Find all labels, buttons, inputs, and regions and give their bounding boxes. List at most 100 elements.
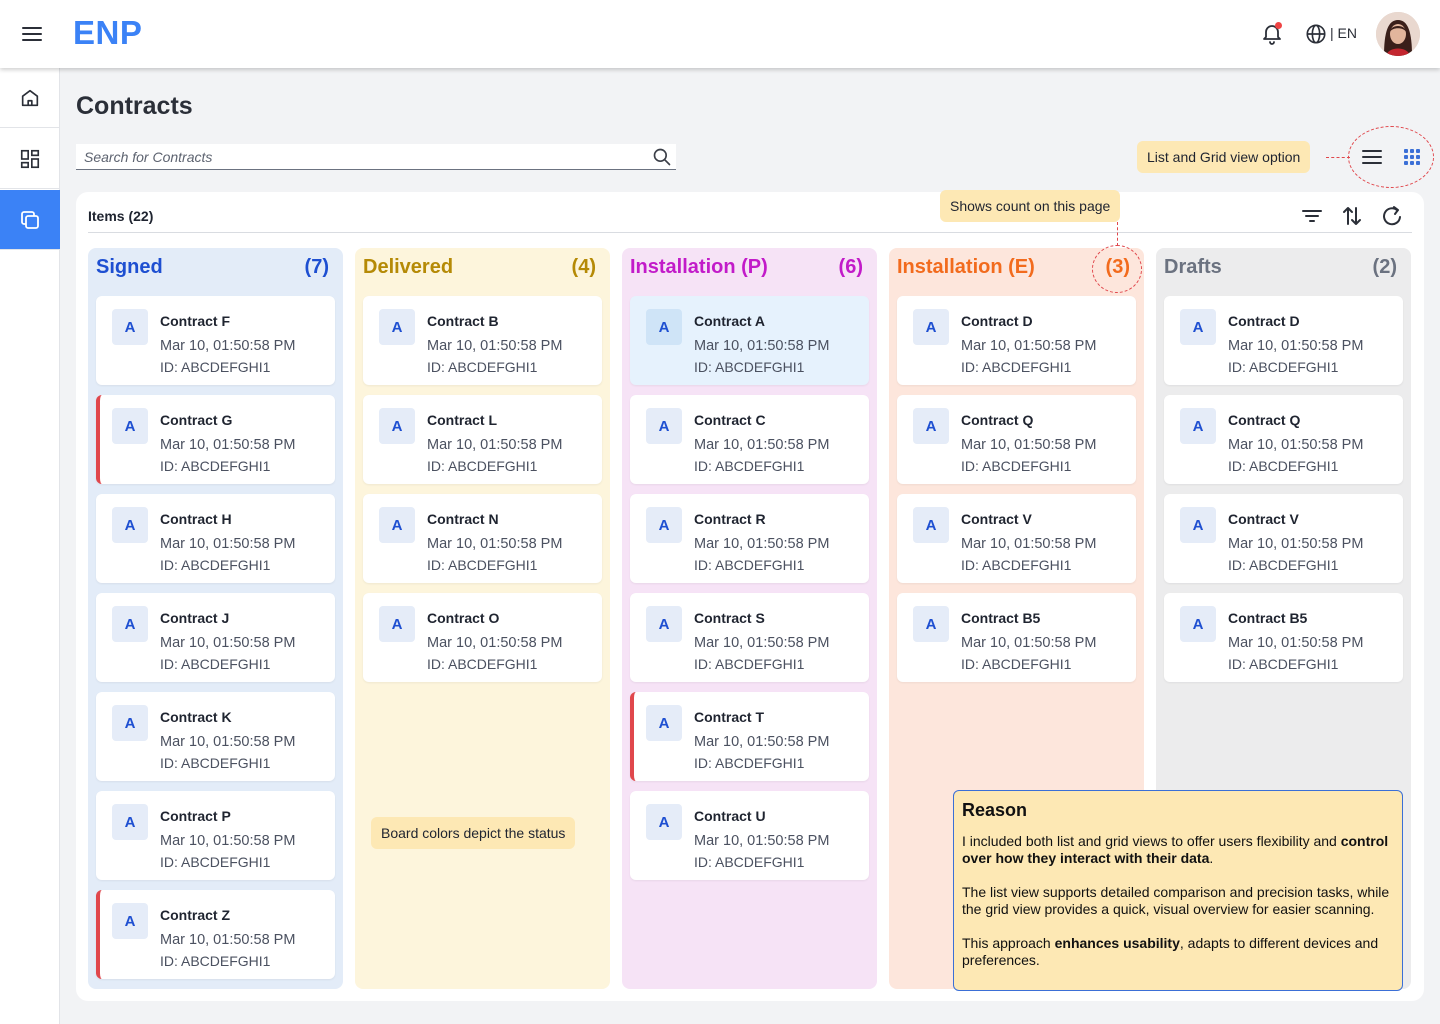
contract-date: Mar 10, 01:50:58 PM: [1228, 338, 1364, 354]
contract-name: Contract G: [160, 412, 233, 428]
board-column-delivered: Delivered (4) A Contract B Mar 10, 01:50:58 …: [355, 248, 610, 989]
contract-name: Contract V: [1228, 511, 1299, 527]
column-title: Delivered: [363, 256, 454, 278]
contract-avatar-badge: A: [913, 606, 949, 642]
board-column-installation-p: Installation (P) (6) A Contract A Mar 10, 01…: [622, 248, 877, 989]
contract-card[interactable]: A Contract B5 Mar 10, 01:50:58 PM ID: ABCDE…: [897, 593, 1136, 682]
contract-card[interactable]: A Contract D Mar 10, 01:50:58 PM ID: ABCDEF…: [897, 296, 1136, 385]
contract-card[interactable]: A Contract U Mar 10, 01:50:58 PM ID: ABCDEF…: [630, 791, 869, 880]
contract-date: Mar 10, 01:50:58 PM: [427, 437, 563, 453]
contract-card[interactable]: A Contract Q Mar 10, 01:50:58 PM ID: ABCDEF…: [1164, 395, 1403, 484]
contract-card[interactable]: A Contract T Mar 10, 01:50:58 PM ID: ABCDEF…: [630, 692, 869, 781]
contract-name: Contract K: [160, 709, 232, 725]
column-count: (6): [838, 256, 863, 278]
contract-card[interactable]: A Contract V Mar 10, 01:50:58 PM ID: ABCDEF…: [1164, 494, 1403, 583]
bell-icon[interactable]: [1260, 22, 1284, 46]
contract-card[interactable]: A Contract B Mar 10, 01:50:58 PM ID: ABCDEF…: [363, 296, 602, 385]
contract-id: ID: ABCDEFGHI1: [427, 557, 538, 573]
sidebar-item-contracts[interactable]: [0, 190, 60, 250]
sort-button[interactable]: [1340, 204, 1364, 228]
contract-card[interactable]: A Contract J Mar 10, 01:50:58 PM ID: ABCDEF…: [96, 593, 335, 682]
contract-id: ID: ABCDEFGHI1: [694, 854, 805, 870]
contract-avatar-badge: A: [646, 804, 682, 840]
contract-name: Contract P: [160, 808, 231, 824]
contract-date: Mar 10, 01:50:58 PM: [961, 437, 1097, 453]
globe-icon[interactable]: [1305, 23, 1327, 45]
search-input[interactable]: [84, 148, 644, 166]
language-selector[interactable]: | EN: [1330, 25, 1357, 41]
contract-date: Mar 10, 01:50:58 PM: [961, 536, 1097, 552]
sidebar-item-dashboard[interactable]: [0, 129, 60, 189]
contract-avatar-badge: A: [913, 408, 949, 444]
contract-name: Contract U: [694, 808, 766, 824]
app-logo[interactable]: ENP: [73, 14, 143, 51]
contract-card[interactable]: A Contract G Mar 10, 01:50:58 PM ID: ABCDEF…: [96, 395, 335, 484]
column-title: Signed: [96, 256, 163, 278]
contract-card[interactable]: A Contract S Mar 10, 01:50:58 PM ID: ABCDEF…: [630, 593, 869, 682]
contract-card[interactable]: A Contract Q Mar 10, 01:50:58 PM ID: ABCDEF…: [897, 395, 1136, 484]
reason-title: Reason: [962, 800, 1028, 820]
contract-id: ID: ABCDEFGHI1: [160, 557, 271, 573]
list-icon: [1362, 150, 1382, 164]
contract-avatar-badge: A: [379, 309, 415, 345]
contract-card[interactable]: A Contract B5 Mar 10, 01:50:58 PM ID: ABCDE…: [1164, 593, 1403, 682]
contract-date: Mar 10, 01:50:58 PM: [694, 338, 830, 354]
contract-name: Contract L: [427, 412, 497, 428]
contract-avatar-badge: A: [913, 309, 949, 345]
contract-card[interactable]: A Contract K Mar 10, 01:50:58 PM ID: ABCDEF…: [96, 692, 335, 781]
search-icon[interactable]: [652, 147, 672, 167]
notification-dot: [1275, 22, 1282, 29]
contract-date: Mar 10, 01:50:58 PM: [160, 932, 296, 948]
refresh-icon: [1383, 206, 1401, 226]
contract-avatar-badge: A: [646, 606, 682, 642]
contract-id: ID: ABCDEFGHI1: [961, 656, 1072, 672]
contract-name: Contract D: [1228, 313, 1300, 329]
view-option-annotation: List and Grid view option: [1137, 141, 1311, 173]
refresh-button[interactable]: [1380, 204, 1404, 228]
filter-button[interactable]: [1300, 204, 1324, 228]
contract-card[interactable]: A Contract R Mar 10, 01:50:58 PM ID: ABCDEF…: [630, 494, 869, 583]
contract-date: Mar 10, 01:50:58 PM: [694, 635, 830, 651]
contract-id: ID: ABCDEFGHI1: [694, 557, 805, 573]
contract-name: Contract B5: [961, 610, 1041, 626]
contract-card[interactable]: A Contract N Mar 10, 01:50:58 PM ID: ABCDEF…: [363, 494, 602, 583]
contract-date: Mar 10, 01:50:58 PM: [427, 338, 563, 354]
contract-date: Mar 10, 01:50:58 PM: [694, 734, 830, 750]
contract-id: ID: ABCDEFGHI1: [160, 755, 271, 771]
contract-card[interactable]: A Contract H Mar 10, 01:50:58 PM ID: ABCDEF…: [96, 494, 335, 583]
grid-view-button[interactable]: [1400, 145, 1424, 169]
contract-avatar-badge: A: [646, 507, 682, 543]
sidebar-item-home[interactable]: [0, 68, 60, 128]
contract-date: Mar 10, 01:50:58 PM: [961, 635, 1097, 651]
contract-card[interactable]: A Contract V Mar 10, 01:50:58 PM ID: ABCDEF…: [897, 494, 1136, 583]
contract-card[interactable]: A Contract Z Mar 10, 01:50:58 PM ID: ABCDEF…: [96, 890, 335, 979]
contract-name: Contract O: [427, 610, 500, 626]
contract-name: Contract S: [694, 610, 765, 626]
contract-avatar-badge: A: [112, 408, 148, 444]
contract-id: ID: ABCDEFGHI1: [1228, 359, 1339, 375]
contract-name: Contract A: [694, 313, 766, 329]
contract-id: ID: ABCDEFGHI1: [961, 359, 1072, 375]
contract-card[interactable]: A Contract A Mar 10, 01:50:58 PM ID: ABCDEF…: [630, 296, 869, 385]
hamburger-icon[interactable]: [22, 25, 42, 43]
contract-name: Contract N: [427, 511, 499, 527]
contract-id: ID: ABCDEFGHI1: [694, 359, 805, 375]
reason-paragraph-2: The list view supports detailed comparis…: [962, 884, 1390, 917]
contract-card[interactable]: A Contract L Mar 10, 01:50:58 PM ID: ABCDEF…: [363, 395, 602, 484]
contract-id: ID: ABCDEFGHI1: [694, 458, 805, 474]
list-view-button[interactable]: [1360, 145, 1384, 169]
contract-card[interactable]: A Contract D Mar 10, 01:50:58 PM ID: ABCDEF…: [1164, 296, 1403, 385]
contract-card[interactable]: A Contract O Mar 10, 01:50:58 PM ID: ABCDEF…: [363, 593, 602, 682]
contract-avatar-badge: A: [112, 606, 148, 642]
contract-name: Contract C: [694, 412, 766, 428]
items-count: Items (22): [88, 208, 154, 224]
contract-id: ID: ABCDEFGHI1: [961, 557, 1072, 573]
contract-card[interactable]: A Contract C Mar 10, 01:50:58 PM ID: ABCDEF…: [630, 395, 869, 484]
contract-name: Contract R: [694, 511, 766, 527]
contract-date: Mar 10, 01:50:58 PM: [160, 734, 296, 750]
contract-name: Contract Q: [1228, 412, 1301, 428]
contract-card[interactable]: A Contract F Mar 10, 01:50:58 PM ID: ABCDEF…: [96, 296, 335, 385]
contract-card[interactable]: A Contract P Mar 10, 01:50:58 PM ID: ABCDEF…: [96, 791, 335, 880]
board-colors-annotation: Board colors depict the status: [371, 817, 576, 849]
avatar[interactable]: [1376, 12, 1420, 56]
